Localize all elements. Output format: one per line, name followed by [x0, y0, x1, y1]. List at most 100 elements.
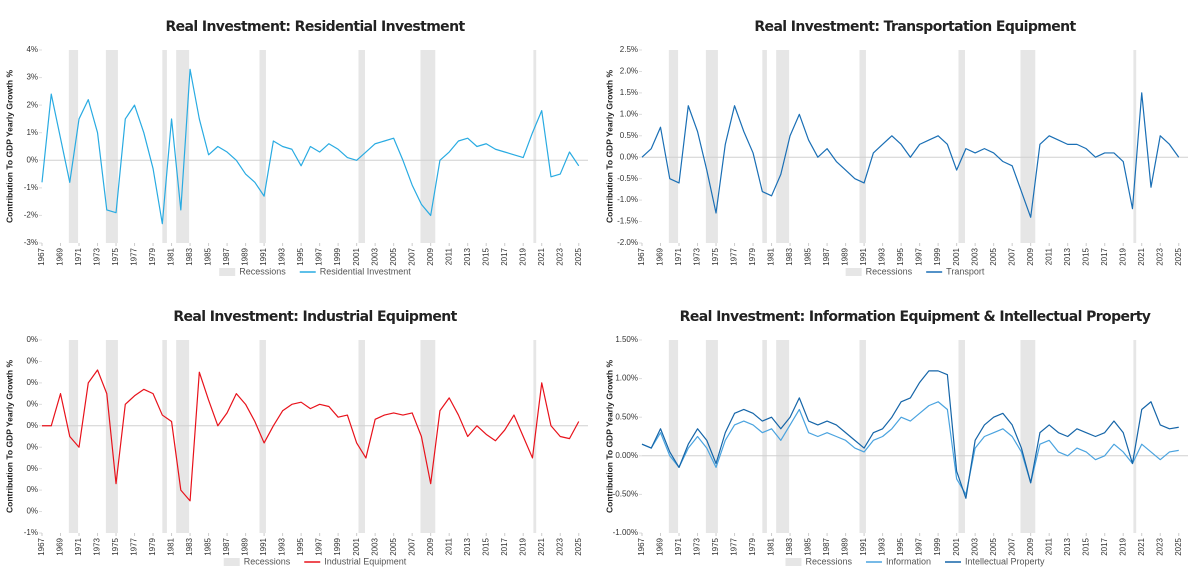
- x-tick-label: 1977: [130, 247, 139, 265]
- y-tick-label: 0%: [26, 464, 38, 473]
- x-tick-label: 1977: [730, 537, 739, 555]
- x-tick-label: 1983: [185, 247, 194, 265]
- x-tick-label: 1999: [333, 247, 342, 265]
- x-tick-label: 2021: [1137, 247, 1146, 265]
- y-tick-label: 2.0%: [620, 67, 638, 76]
- x-tick-label: 1975: [711, 537, 720, 555]
- chart-title: Real Investment: Industrial Equipment: [173, 309, 457, 325]
- recession-band: [162, 50, 167, 243]
- x-tick-label: 2019: [518, 247, 527, 265]
- x-tick-label: 2015: [1081, 247, 1090, 265]
- x-tick-label: 1997: [915, 537, 924, 555]
- x-tick-label: 2017: [1100, 537, 1109, 555]
- recession-band: [958, 340, 965, 533]
- x-tick-label: 2001: [952, 247, 961, 265]
- x-tick-label: 2003: [970, 247, 979, 265]
- x-tick-label: 1989: [241, 247, 250, 265]
- x-tick-label: 2009: [426, 537, 435, 555]
- x-tick-label: 2023: [1155, 247, 1164, 265]
- x-tick-label: 1995: [296, 247, 305, 265]
- x-tick-label: 1977: [730, 247, 739, 265]
- x-tick-label: 1981: [167, 247, 176, 265]
- y-tick-label: -1.0%: [617, 195, 638, 204]
- y-tick-label: 1.5%: [620, 88, 638, 97]
- x-tick-label: 1997: [315, 537, 324, 555]
- y-tick-label: -1%: [24, 183, 38, 192]
- chart-panel: Real Investment: Industrial Equipment Con…: [4, 309, 588, 566]
- x-tick-label: 1975: [111, 247, 120, 265]
- x-tick-label: 1983: [785, 247, 794, 265]
- recession-band: [1020, 340, 1036, 533]
- recession-band: [705, 340, 718, 533]
- x-tick-label: 2001: [952, 537, 961, 555]
- x-tick-label: 2007: [407, 247, 416, 265]
- x-tick-label: 1979: [148, 537, 157, 555]
- x-tick-label: 2003: [370, 537, 379, 555]
- recession-band: [1133, 50, 1137, 243]
- y-axis-label: Contribution To GDP Yearly Growth %: [604, 70, 614, 223]
- legend-label: Recessions: [805, 556, 852, 566]
- x-tick-label: 1981: [767, 537, 776, 555]
- recession-band: [668, 340, 679, 533]
- chart-panel: Real Investment: Residential Investment C…: [4, 19, 588, 276]
- x-tick-label: 1973: [93, 537, 102, 555]
- x-tick-label: 1967: [37, 537, 46, 555]
- series-line: [641, 370, 1179, 499]
- x-tick-label: 2023: [555, 537, 564, 555]
- y-tick-label: 2%: [26, 100, 38, 109]
- recession-band: [105, 50, 118, 243]
- y-tick-label: 0.00%: [615, 451, 638, 460]
- y-tick-label: -1.5%: [617, 217, 638, 226]
- x-tick-label: 2007: [1007, 537, 1016, 555]
- y-axis-label: Contribution To GDP Yearly Growth %: [4, 360, 14, 513]
- recession-band: [762, 340, 767, 533]
- recession-band: [1133, 340, 1137, 533]
- x-tick-label: 2017: [1100, 247, 1109, 265]
- legend-label: Transport: [946, 266, 985, 276]
- x-tick-label: 1975: [711, 247, 720, 265]
- chart-title: Real Investment: Information Equipment &…: [680, 309, 1151, 325]
- x-tick-label: 1993: [878, 247, 887, 265]
- recession-band: [259, 50, 266, 243]
- x-tick-label: 1989: [841, 537, 850, 555]
- x-tick-label: 2009: [1026, 537, 1035, 555]
- recession-band: [420, 340, 436, 533]
- recession-band: [176, 340, 190, 533]
- y-tick-label: 0%: [26, 335, 38, 344]
- recession-band: [859, 340, 866, 533]
- x-tick-label: 1983: [185, 537, 194, 555]
- x-tick-label: 2023: [555, 247, 564, 265]
- recession-band: [68, 340, 79, 533]
- x-tick-label: 2015: [1081, 537, 1090, 555]
- x-tick-label: 2011: [444, 537, 453, 555]
- x-tick-label: 1973: [693, 537, 702, 555]
- x-tick-label: 2013: [1063, 537, 1072, 555]
- y-tick-label: 0.0%: [620, 152, 638, 161]
- recession-band: [668, 50, 679, 243]
- x-tick-label: 1993: [278, 537, 287, 555]
- x-tick-label: 1967: [637, 247, 646, 265]
- recession-band: [705, 50, 718, 243]
- legend: Recessions Transport: [845, 266, 985, 276]
- recession-band: [762, 50, 767, 243]
- y-tick-label: 4%: [26, 45, 38, 54]
- y-axis-label: Contribution To GDP Yearly Growth %: [604, 360, 614, 513]
- x-tick-label: 1989: [241, 537, 250, 555]
- x-tick-label: 1981: [167, 537, 176, 555]
- x-tick-label: 2003: [370, 247, 379, 265]
- recession-band: [859, 50, 866, 243]
- x-tick-label: 2019: [1118, 537, 1127, 555]
- x-tick-label: 1985: [804, 247, 813, 265]
- recession-band: [420, 50, 436, 243]
- x-tick-label: 1987: [222, 537, 231, 555]
- x-tick-label: 2015: [481, 247, 490, 265]
- x-tick-label: 1993: [878, 537, 887, 555]
- y-tick-label: 1.00%: [615, 374, 638, 383]
- x-tick-label: 1985: [204, 247, 213, 265]
- y-tick-label: 1%: [26, 128, 38, 137]
- legend-swatch: [223, 558, 240, 566]
- x-tick-label: 1971: [674, 537, 683, 555]
- x-tick-label: 1971: [74, 247, 83, 265]
- y-tick-label: 2.5%: [620, 45, 638, 54]
- x-tick-label: 2011: [1044, 247, 1053, 265]
